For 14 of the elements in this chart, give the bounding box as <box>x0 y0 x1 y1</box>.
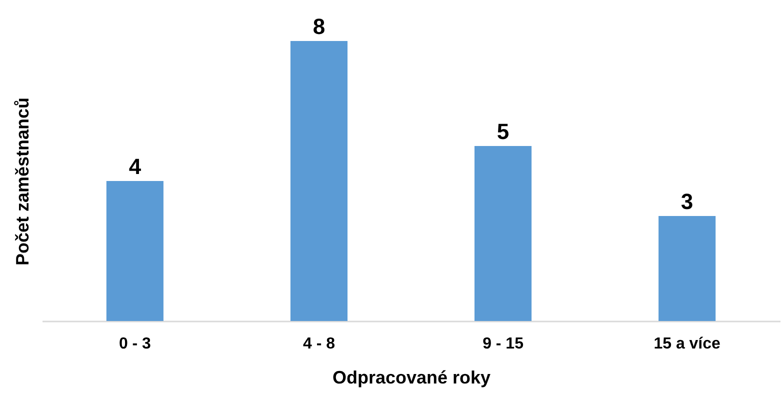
x-tick-label: 9 - 15 <box>482 336 524 352</box>
x-tick-label: 0 - 3 <box>118 336 152 352</box>
y-axis-title: Počet zaměstnanců <box>12 97 32 266</box>
x-axis-title: Odpracované roky <box>332 368 491 388</box>
bar <box>474 146 532 321</box>
x-tick-label: 15 a více <box>654 336 721 352</box>
x-tick-label: 4 - 8 <box>302 336 336 352</box>
bar <box>658 216 716 321</box>
bar <box>106 181 164 321</box>
bar <box>290 41 348 321</box>
data-label: 4 <box>128 154 142 179</box>
data-label: 5 <box>496 119 510 144</box>
data-label: 8 <box>312 14 326 39</box>
data-label: 3 <box>680 189 694 214</box>
